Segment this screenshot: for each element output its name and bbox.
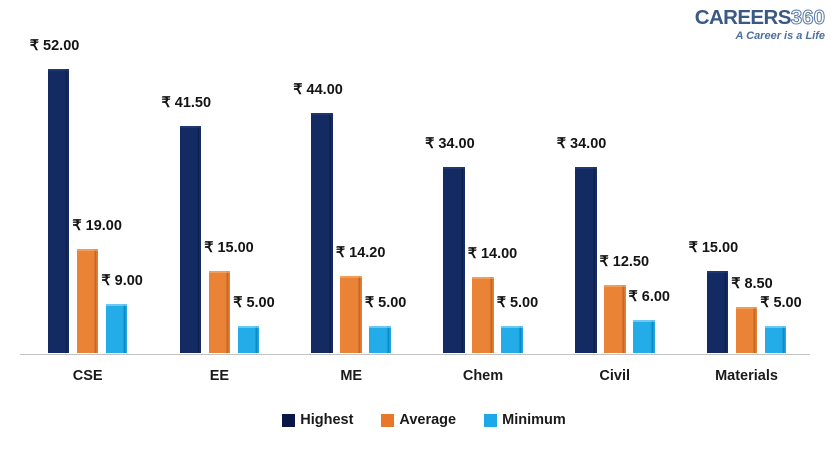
svg-text:A Career is a Life: A Career is a Life bbox=[735, 30, 825, 42]
svg-text:CAREERS360: CAREERS360 bbox=[695, 6, 825, 29]
